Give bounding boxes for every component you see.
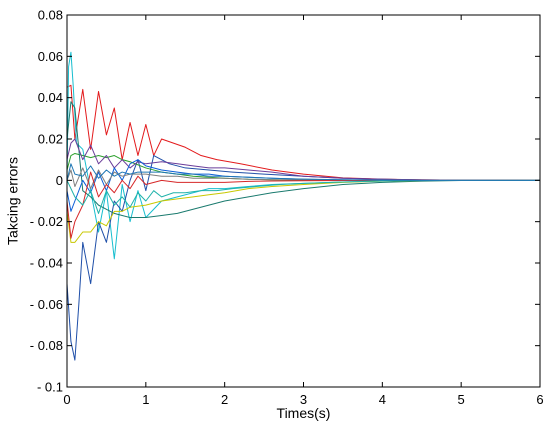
x-tick-label: 6 bbox=[536, 392, 543, 407]
y-tick-label: - 0.1 bbox=[37, 380, 63, 395]
series-layer bbox=[66, 51, 541, 361]
series-line-7 bbox=[66, 138, 541, 181]
y-tick-label: 0.04 bbox=[38, 90, 63, 105]
plot-frame bbox=[66, 14, 541, 388]
y-tick-label: - 0.02 bbox=[30, 214, 63, 229]
series-line-9 bbox=[66, 167, 540, 190]
series-line-5 bbox=[66, 101, 541, 219]
y-axis-ticks: 0.08 0.06 0.04 0.02 0 - 0.02 - 0.04 - 0.06 - 0.0… bbox=[30, 8, 540, 395]
x-axis-ticks: 0 1 2 3 4 5 6 bbox=[63, 15, 544, 407]
y-tick-label: 0.06 bbox=[38, 49, 63, 64]
x-tick-label: 5 bbox=[458, 392, 465, 407]
series-line-10 bbox=[66, 171, 540, 239]
y-tick-label: 0.02 bbox=[38, 132, 63, 147]
series-line-3 bbox=[66, 155, 541, 361]
y-axis-label: Takcing errors bbox=[5, 157, 21, 245]
y-tick-label: - 0.08 bbox=[30, 338, 63, 353]
series-line-11 bbox=[66, 179, 540, 214]
series-line-12 bbox=[66, 163, 540, 181]
series-line-1 bbox=[66, 84, 541, 181]
y-tick-label: - 0.06 bbox=[30, 297, 63, 312]
x-tick-label: 1 bbox=[142, 392, 149, 407]
x-tick-label: 3 bbox=[300, 392, 307, 407]
y-tick-label: - 0.04 bbox=[30, 256, 63, 271]
x-tick-label: 2 bbox=[221, 392, 228, 407]
x-axis-label: Times(s) bbox=[277, 405, 331, 421]
y-tick-label: 0.08 bbox=[38, 8, 63, 23]
series-line-6 bbox=[66, 179, 540, 243]
y-tick-label: 0 bbox=[56, 173, 63, 188]
series-line-8 bbox=[66, 159, 540, 212]
x-tick-label: 0 bbox=[63, 392, 70, 407]
x-tick-label: 4 bbox=[379, 392, 386, 407]
